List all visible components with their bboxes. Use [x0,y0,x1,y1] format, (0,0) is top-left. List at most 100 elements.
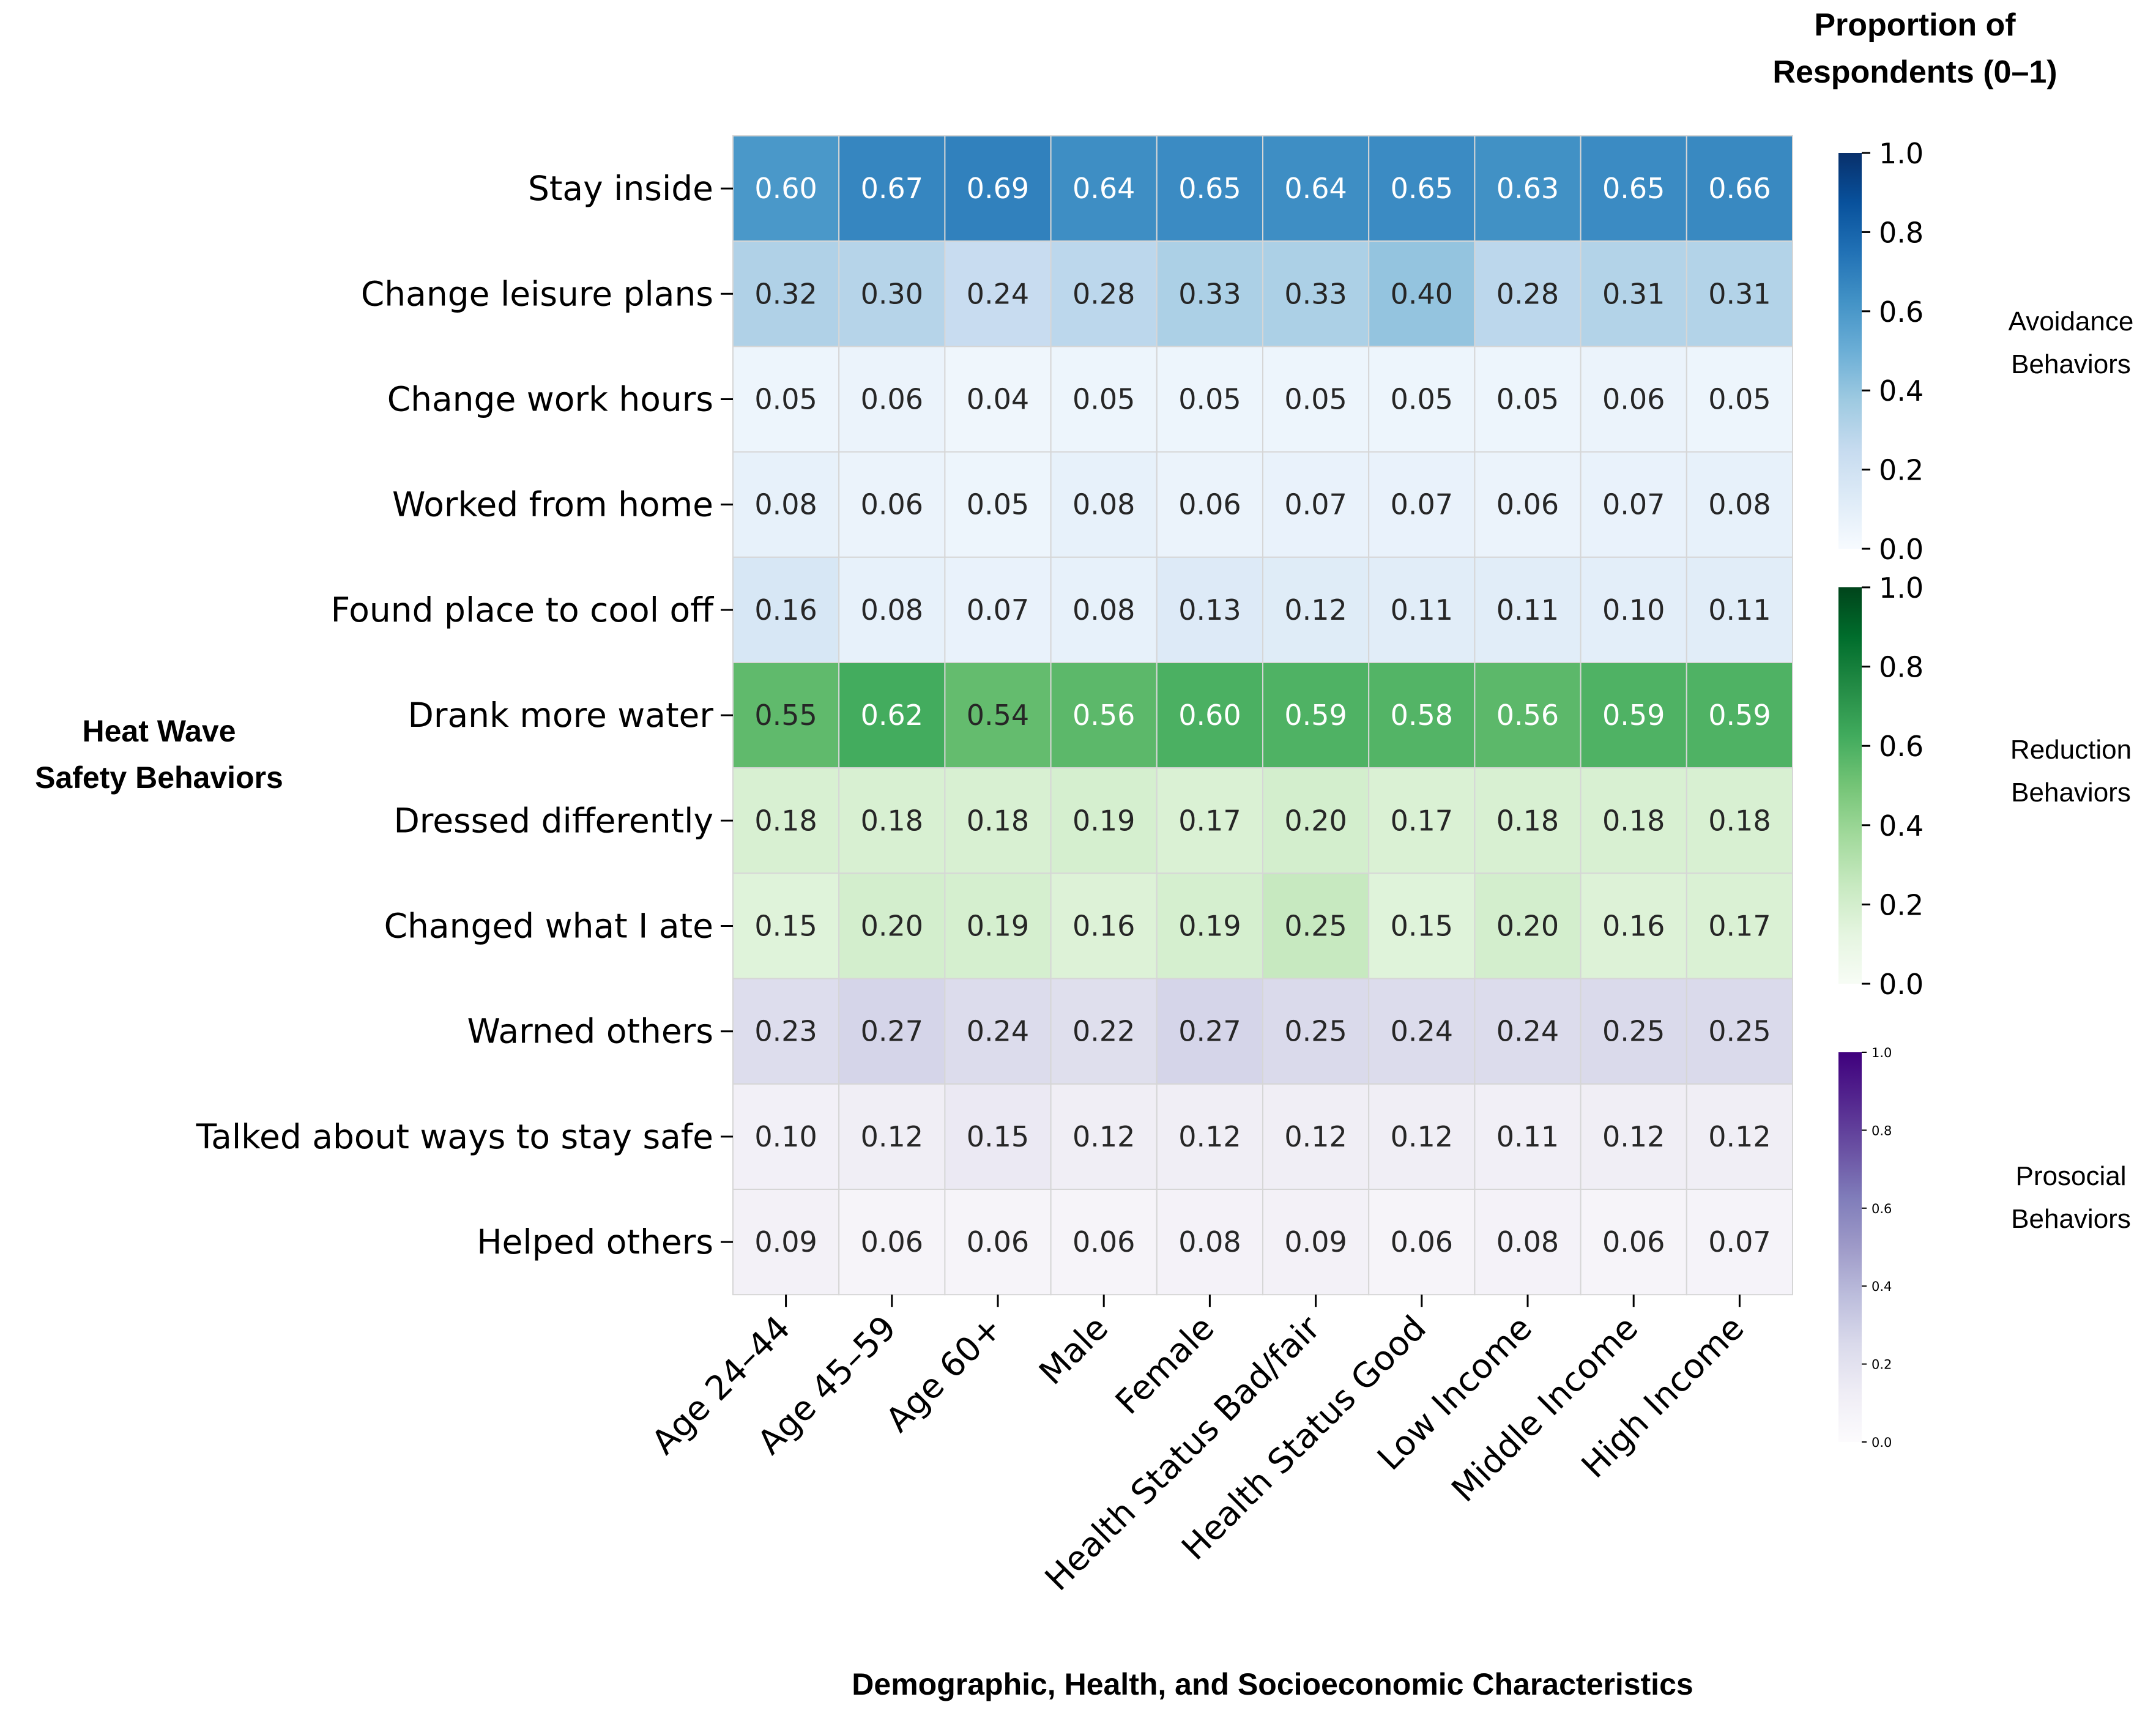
cell-value-label: 0.67 [861,172,923,205]
heatmap-cell [838,135,946,242]
cell-value-label: 0.06 [861,383,923,416]
heatmap-cell [1686,240,1794,347]
cell-value-label: 0.20 [1496,910,1559,943]
cell-value-label: 0.05 [967,488,1029,521]
cell-value-label: 0.59 [1708,699,1771,732]
colorbar-tick-label: 0.8 [1872,1123,1892,1138]
cell-value-label: 0.59 [1602,699,1665,732]
heatmap-cell [1580,872,1687,979]
column-label: Middle Income [1444,1308,1645,1509]
heatmap-cell [1050,135,1158,242]
column-label: Male [1032,1308,1115,1392]
heatmap-cell [1262,978,1370,1085]
heatmap-cell [838,1083,946,1191]
cell-value-label: 0.65 [1178,172,1241,205]
cell-value-label: 0.33 [1178,277,1241,310]
heatmap-cell [732,767,840,874]
colorbar-tick-label: 0.6 [1879,730,1924,763]
cell-value-label: 0.08 [754,488,817,521]
heatmap-cell [1050,662,1158,769]
cell-value-label: 0.08 [1708,488,1771,521]
cell-value-label: 0.64 [1072,172,1135,205]
heatmap-cell [1686,1083,1794,1191]
heatmap-cell [1580,1083,1687,1191]
cell-value-label: 0.08 [1178,1225,1241,1258]
colorbar-tick-label: 0.4 [1879,374,1924,407]
heatmap-cell [944,662,1052,769]
heatmap-cell [1156,135,1264,242]
row-label: Change work hours [387,380,713,419]
heatmap-cell [1580,451,1687,558]
cell-value-label: 0.05 [754,383,817,416]
heatmap-cell [1156,872,1264,979]
cell-value-label: 0.09 [754,1225,817,1258]
heatmap-cell [1580,978,1687,1085]
cell-value-label: 0.18 [1602,804,1665,837]
colorbar-group-label: Avoidance [2009,307,2134,336]
heatmap-cell [1474,978,1582,1085]
heatmap-cell [1262,556,1370,663]
colorbar-tick-label: 0.8 [1879,216,1924,249]
colorbar-group-label: Reduction [2010,735,2132,765]
heatmap-cell [1368,346,1476,453]
heatmap-cell [1262,767,1370,874]
cell-value-label: 0.05 [1708,383,1771,416]
colorbar-blues [1838,153,1862,549]
heatmap-cell [1686,1189,1794,1296]
heatmap-cell [732,451,840,558]
heatmap-cell [1474,135,1582,242]
cell-value-label: 0.06 [861,1225,923,1258]
heatmap-cell [1156,346,1264,453]
cell-value-label: 0.64 [1284,172,1347,205]
cell-value-label: 0.20 [1284,804,1347,837]
cell-value-label: 0.15 [754,910,817,943]
heatmap-cell [944,1189,1052,1296]
heatmap-cell [732,346,840,453]
heatmap-cell [1368,1189,1476,1296]
x-axis-title: Demographic, Health, and Socioeconomic C… [852,1667,1693,1701]
colorbar-tick-label: 0.6 [1879,295,1924,329]
cell-value-label: 0.07 [1708,1225,1771,1258]
heatmap-cell [1474,1083,1582,1191]
row-labels: Stay inside Change leisure plans Change wo… [196,169,733,1262]
cell-value-label: 0.31 [1602,277,1665,310]
heatmap-cell [1050,767,1158,874]
cell-value-label: 0.17 [1391,804,1453,837]
cell-value-label: 0.10 [754,1120,817,1153]
cell-value-label: 0.24 [1391,1015,1453,1048]
heatmap-cell [944,135,1052,242]
heatmap-cell [944,346,1052,453]
cell-value-label: 0.23 [754,1015,817,1048]
cell-value-label: 0.30 [861,277,923,310]
cell-value-label: 0.63 [1496,172,1559,205]
cell-value-label: 0.31 [1708,277,1771,310]
cell-value-label: 0.06 [967,1225,1029,1258]
cell-value-label: 0.06 [1602,383,1665,416]
heatmap-cell [944,978,1052,1085]
heatmap-cell [1686,767,1794,874]
cell-value-label: 0.25 [1284,910,1347,943]
cell-value-label: 0.05 [1496,383,1559,416]
cell-value-label: 0.11 [1496,1120,1559,1153]
row-label: Helped others [477,1222,713,1262]
cell-value-label: 0.12 [1708,1120,1771,1153]
cell-value-label: 0.24 [967,1015,1029,1048]
colorbar-tick-label: 0.2 [1879,454,1924,487]
heatmap-cell [838,556,946,663]
heatmap-cell [1474,767,1582,874]
heatmap-cell [1686,872,1794,979]
heatmap-cell [1262,240,1370,347]
cell-value-label: 0.55 [754,699,817,732]
heatmap-cell [1580,346,1687,453]
cell-value-label: 0.32 [754,277,817,310]
cell-value-label: 0.06 [1178,488,1241,521]
heatmap-cell [1474,872,1582,979]
cell-value-label: 0.05 [1178,383,1241,416]
cell-value-label: 0.19 [1178,910,1241,943]
cell-value-label: 0.08 [1072,488,1135,521]
heatmap-cell [732,662,840,769]
cell-value-label: 0.16 [1602,910,1665,943]
heatmap-cell [1262,451,1370,558]
cell-value-label: 0.18 [754,804,817,837]
